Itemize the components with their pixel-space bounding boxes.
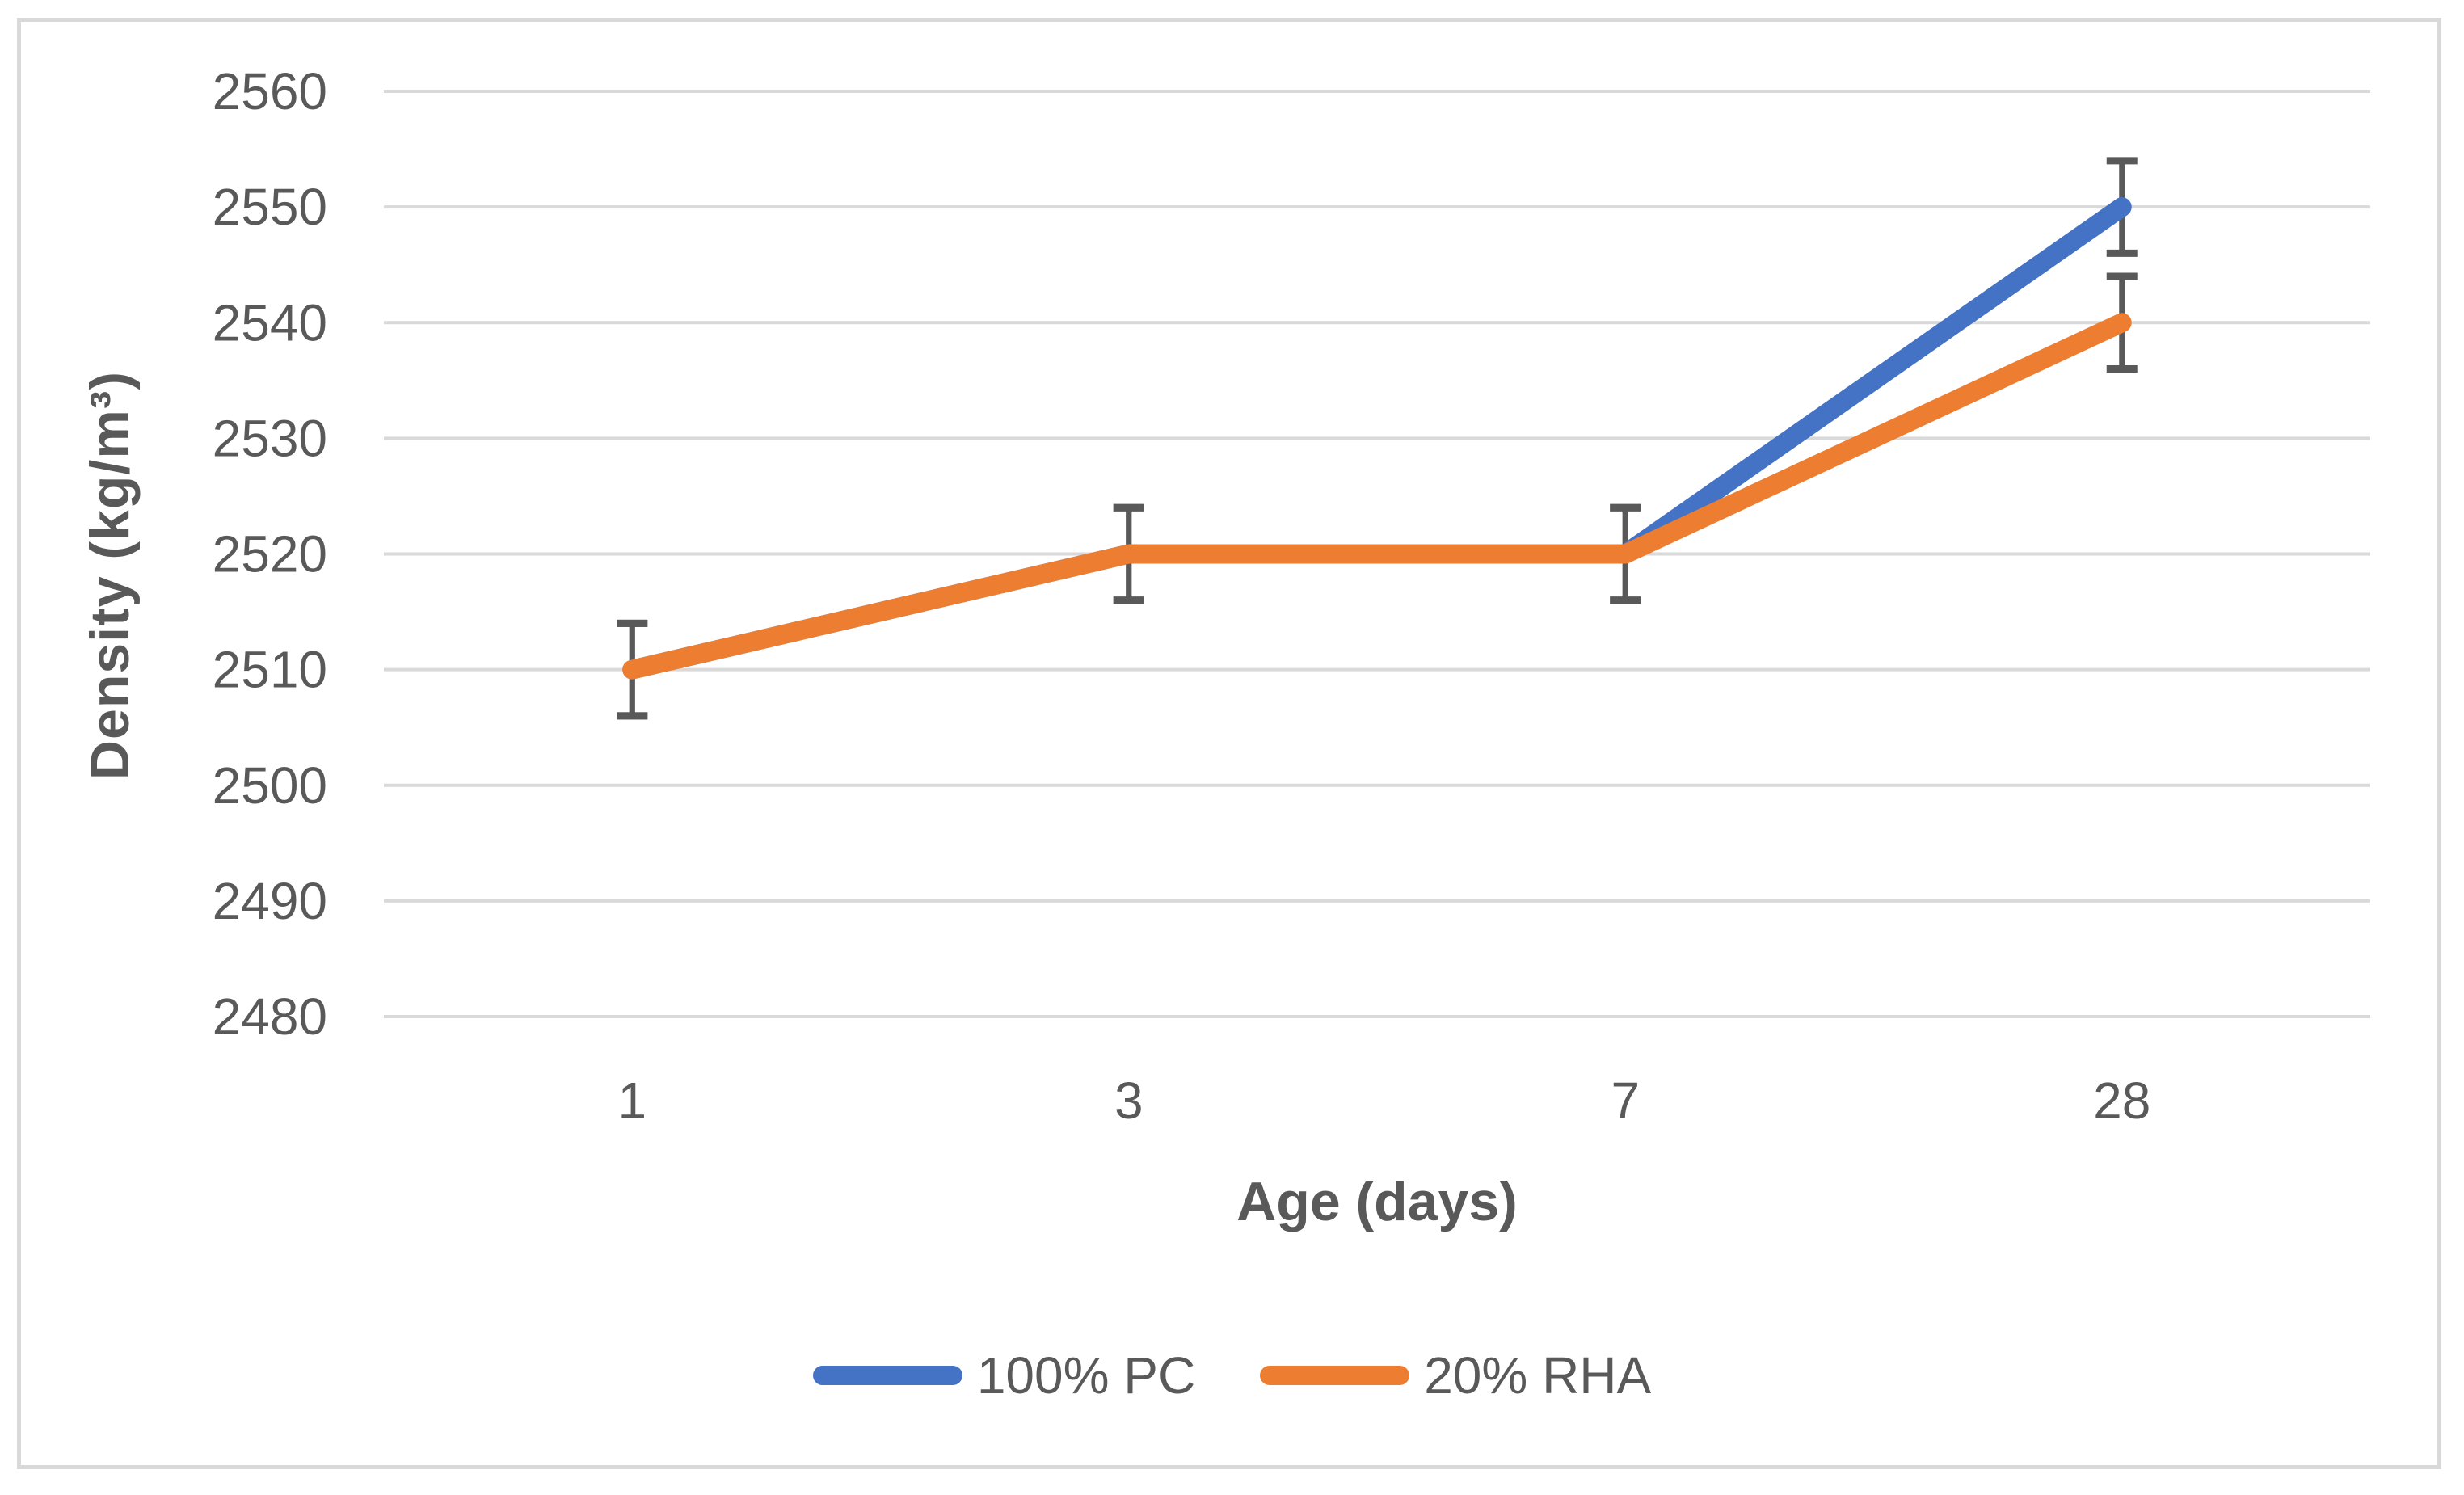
legend-swatch (1260, 1366, 1410, 1385)
legend-item-20-rha: 20% RHA (1260, 1346, 1651, 1405)
y-tick-label: 2510 (213, 641, 327, 699)
y-tick-label: 2500 (213, 756, 327, 815)
x-axis-title: Age (days) (1236, 1171, 1518, 1232)
series-line-20-rha (622, 313, 2132, 680)
legend-item-100-pc: 100% PC (812, 1346, 1196, 1405)
y-tick-label: 2560 (213, 62, 327, 120)
y-axis-title: Density (kg/m³) (79, 370, 141, 781)
x-tick-label: 3 (1114, 1072, 1144, 1130)
y-tick-label: 2550 (213, 178, 327, 236)
x-tick-label: 7 (1611, 1072, 1640, 1130)
y-tick-label: 2540 (213, 293, 327, 352)
legend-label: 100% PC (976, 1346, 1196, 1404)
x-tick-label: 28 (2093, 1072, 2150, 1130)
y-tick-label: 2520 (213, 525, 327, 583)
x-tick-label: 1 (617, 1072, 647, 1130)
y-tick-label: 2480 (213, 988, 327, 1046)
y-tick-label: 2490 (213, 872, 327, 930)
legend-swatch (812, 1366, 962, 1385)
legend-label: 20% RHA (1424, 1346, 1652, 1404)
y-tick-label: 2530 (213, 409, 327, 467)
legend: 100% PC 20% RHA (0, 1346, 2464, 1405)
